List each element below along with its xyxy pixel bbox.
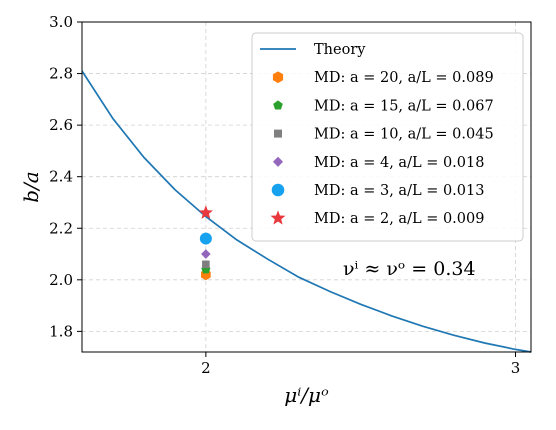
legend-label: MD: a = 15, a/L = 0.067 — [314, 98, 494, 114]
y-axis-label: b/a — [19, 171, 43, 202]
ticks: 2 3 1.8 2.0 2.2 2.4 2.6 2.8 3.0 — [49, 13, 520, 377]
data-point — [199, 232, 212, 245]
plot-frame — [81, 21, 532, 353]
theory-line — [81, 70, 532, 353]
legend-marker — [271, 183, 285, 197]
legend-marker — [270, 210, 286, 225]
legend-label: MD: a = 2, a/L = 0.009 — [314, 211, 484, 227]
legend-label: MD: a = 10, a/L = 0.045 — [314, 127, 494, 143]
legend-marker — [273, 100, 283, 110]
legend-label: MD: a = 20, a/L = 0.089 — [314, 70, 494, 86]
legend-label: Theory — [314, 42, 366, 58]
y-tick-label: 2.6 — [49, 116, 73, 134]
legend-marker — [272, 156, 284, 167]
legend-box — [251, 32, 524, 242]
y-tick-label: 1.8 — [49, 322, 73, 340]
legend: Theory MD: a = 20, a/L = 0.089 MD: a = 15,… — [251, 32, 524, 242]
data-points — [198, 205, 213, 281]
data-point — [198, 205, 213, 219]
legend-label: MD: a = 4, a/L = 0.018 — [314, 155, 484, 171]
y-tick-label: 2.4 — [49, 168, 73, 186]
theory-layer — [81, 70, 532, 353]
legend-label: MD: a = 3, a/L = 0.013 — [314, 183, 484, 199]
y-tick-label: 2.0 — [49, 271, 73, 289]
x-axis-label: μⁱ/μᵒ — [284, 383, 329, 407]
x-tick-label: 2 — [201, 359, 211, 377]
data-point — [201, 249, 211, 259]
poisson-annotation: νⁱ ≈ νᵒ = 0.34 — [343, 258, 476, 280]
y-tick-label: 2.8 — [49, 65, 73, 83]
legend-marker — [272, 71, 284, 84]
data-point — [202, 260, 210, 269]
y-tick-label: 2.2 — [49, 219, 73, 237]
x-tick-label: 3 — [511, 359, 521, 377]
legend-marker — [274, 129, 282, 138]
y-tick-label: 3.0 — [49, 13, 73, 31]
